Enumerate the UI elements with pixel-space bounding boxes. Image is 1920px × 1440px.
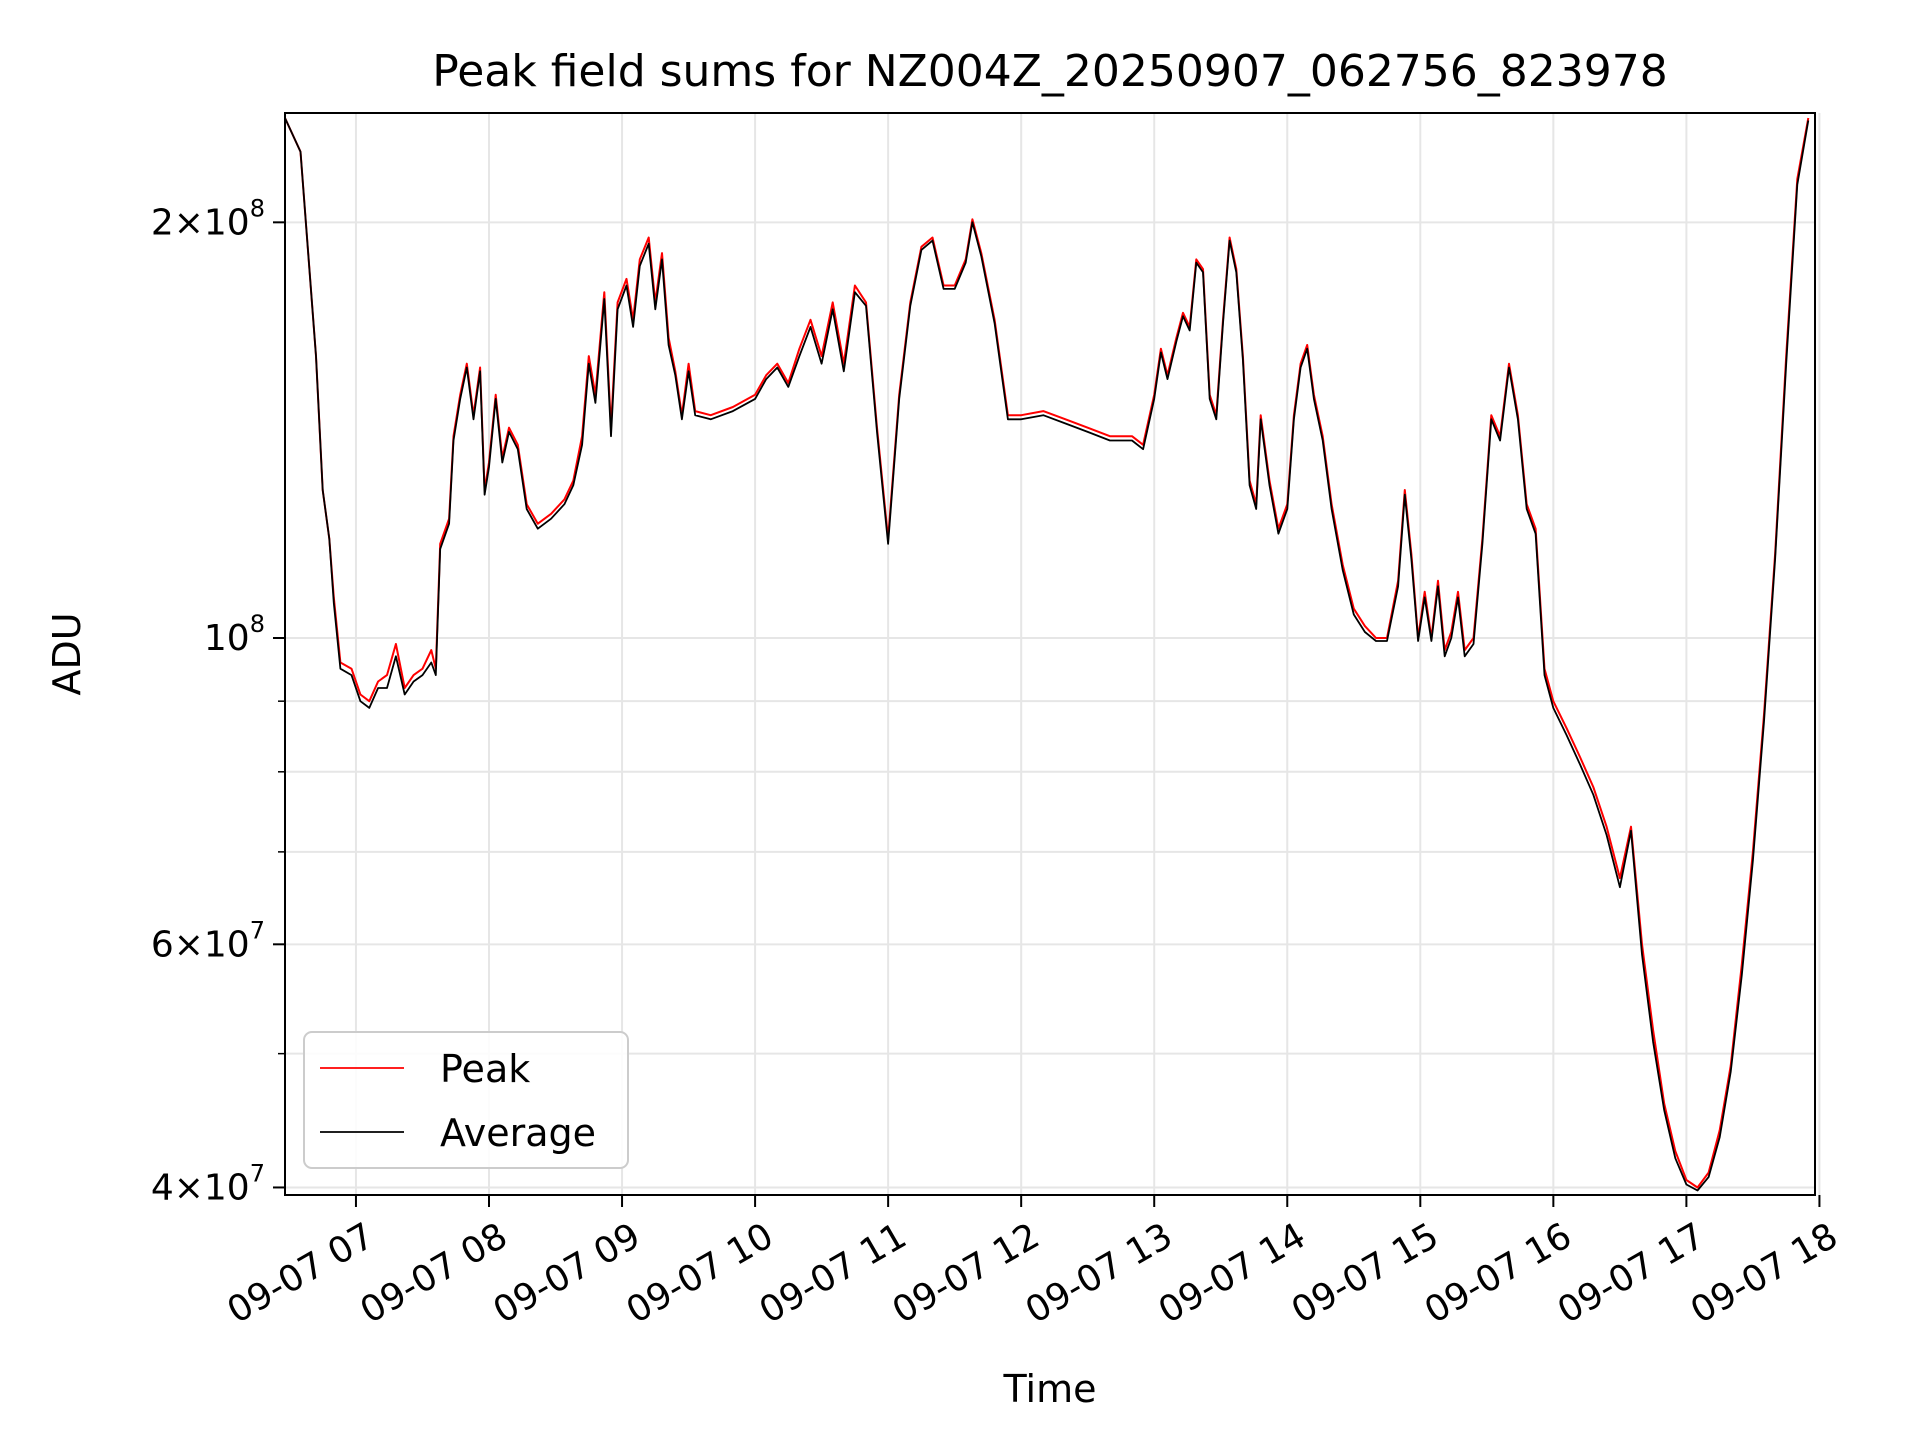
y-axis-ticks: 2×108 108 6×107 4×107 — [151, 194, 285, 1208]
x-axis-label: Time — [1003, 1367, 1097, 1411]
legend-label-peak: Peak — [440, 1047, 530, 1091]
grid-lines — [285, 113, 1821, 1195]
y-tick-label: 6×107 — [151, 916, 265, 965]
plot-frame — [284, 112, 1816, 1196]
chart-title: Peak field sums for NZ004Z_20250907_0627… — [432, 46, 1668, 97]
legend: Peak Average — [303, 1031, 629, 1169]
legend-label-average: Average — [440, 1111, 596, 1155]
legend-box — [303, 1031, 629, 1169]
series-lines — [285, 117, 1810, 1192]
series-line-average — [285, 117, 1810, 1192]
y-tick-label: 108 — [204, 610, 265, 659]
y-tick-label: 4×107 — [151, 1159, 265, 1208]
y-axis-label: ADU — [45, 612, 89, 695]
y-tick-label: 2×108 — [151, 194, 265, 243]
